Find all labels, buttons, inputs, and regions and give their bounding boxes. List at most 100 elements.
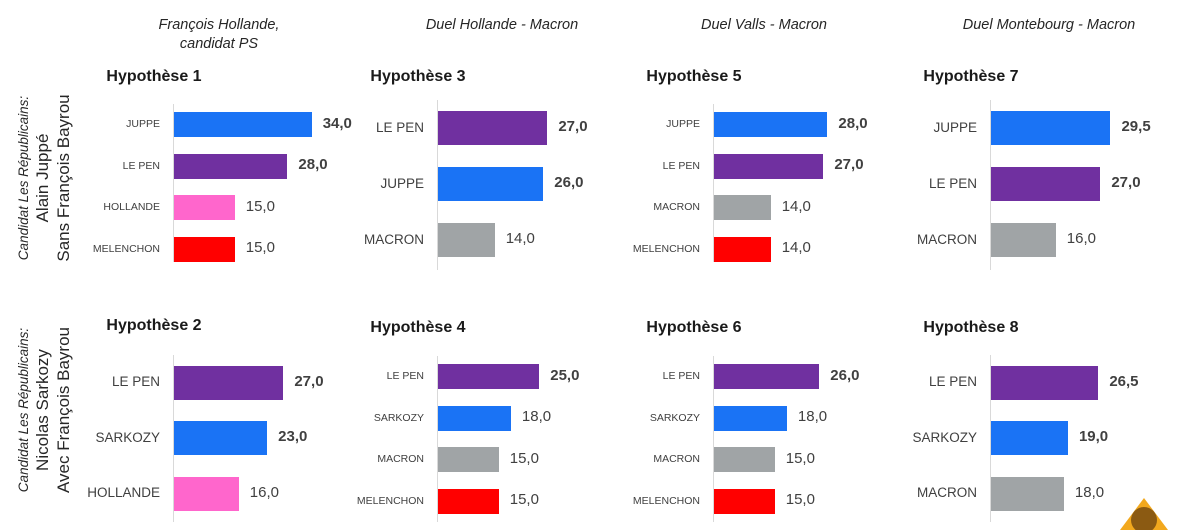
category-label: MACRON (377, 453, 424, 466)
bar-sarkozy (714, 405, 787, 431)
data-label: 19,0 (1078, 428, 1109, 446)
bar-macron (714, 195, 771, 221)
bar-hollande (174, 476, 239, 511)
category-label: LE PEN (662, 370, 700, 383)
chart-title: Hypothèse 5 (646, 68, 742, 85)
category-label: MACRON (917, 231, 977, 247)
category-label: SARKOZY (95, 429, 160, 445)
category-label: LE PEN (662, 159, 700, 172)
logo-icon (1120, 498, 1168, 530)
category-label: SARKOZY (649, 411, 700, 424)
bar-macron (438, 447, 499, 473)
bar-macron (714, 447, 775, 473)
bar-juppe (714, 112, 828, 138)
data-label: 15,0 (245, 239, 275, 257)
bar-le-pen (991, 365, 1099, 400)
data-label: 25,0 (550, 366, 580, 384)
bar-melenchon (714, 236, 771, 262)
column-header-line2: candidat PS (179, 36, 259, 52)
column-header-line1: Duel Hollande - Macron (425, 17, 579, 33)
data-label: 27,0 (558, 118, 588, 135)
data-label: 18,0 (521, 408, 552, 426)
data-label: 27,0 (834, 156, 864, 174)
chart-title: Hypothèse 1 (106, 68, 202, 85)
data-label: 28,0 (838, 114, 868, 132)
data-label: 26,5 (1109, 372, 1139, 390)
data-label: 18,0 (797, 408, 828, 426)
category-label: LE PEN (375, 119, 424, 135)
bar-macron (991, 476, 1064, 511)
category-label: MELENCHON (632, 242, 700, 255)
category-axis-line (173, 104, 174, 262)
data-label: 29,5 (1121, 118, 1151, 135)
category-label: JUPPE (933, 119, 977, 135)
category-label: MACRON (653, 453, 700, 466)
category-label: HOLLANDE (87, 485, 160, 501)
bar-juppe (174, 112, 312, 138)
bar-melenchon (714, 488, 775, 514)
bar-macron (991, 223, 1056, 257)
category-label: MELENCHON (92, 242, 160, 255)
category-axis-line (713, 104, 714, 262)
bar-juppe (438, 167, 544, 201)
data-label: 15,0 (245, 197, 275, 215)
bar-hollande (174, 195, 235, 221)
category-label: JUPPE (380, 175, 424, 191)
bar-macron (438, 223, 495, 257)
category-label: LE PEN (122, 159, 160, 172)
column-header-hollande-macron: Duel Hollande - Macron (387, 16, 617, 35)
data-label: 14,0 (505, 230, 535, 247)
category-label: MACRON (364, 231, 424, 247)
bar-le-pen (174, 153, 288, 179)
bar-sarkozy (438, 405, 511, 431)
bar-le-pen (438, 111, 548, 145)
bar-melenchon (174, 236, 235, 262)
category-label: MACRON (917, 485, 977, 501)
column-header-valls-macron: Duel Valls - Macron (649, 16, 879, 35)
data-label: 26,0 (554, 174, 584, 191)
bar-le-pen (714, 153, 824, 179)
data-label: 14,0 (781, 197, 811, 215)
data-label: 15,0 (785, 449, 815, 467)
bar-juppe (991, 111, 1111, 145)
row-header-line2: Alain Juppé (33, 133, 52, 223)
column-header-line1: Duel Valls - Macron (701, 17, 827, 33)
data-label: 15,0 (509, 449, 539, 467)
chart-title: Hypothèse 4 (370, 319, 466, 336)
data-label: 15,0 (785, 491, 815, 509)
bar-le-pen (438, 364, 540, 390)
bar-le-pen (991, 167, 1101, 201)
category-axis-line (713, 356, 714, 522)
data-label: 18,0 (1074, 483, 1105, 501)
chart-title: Hypothèse 8 (923, 319, 1019, 336)
category-label: LE PEN (928, 175, 977, 191)
data-label: 34,0 (322, 114, 352, 132)
data-label: 28,0 (298, 156, 328, 174)
bar-sarkozy (991, 421, 1068, 456)
column-header-line1: Duel Montebourg - Macron (962, 17, 1136, 33)
category-label: SARKOZY (373, 411, 424, 424)
category-label: MELENCHON (356, 494, 424, 507)
category-label: LE PEN (386, 370, 424, 383)
category-axis-line (990, 355, 991, 522)
category-label: JUPPE (126, 118, 160, 131)
category-axis-line (173, 355, 174, 522)
row-header-juppe: Candidat Les Républicains: Alain Juppé S… (15, 68, 75, 288)
row-header-line1: Candidat Les Républicains: (16, 95, 31, 261)
category-label: HOLLANDE (103, 201, 160, 214)
chart-title: Hypothèse 3 (370, 68, 466, 85)
column-header-montebourg-macron: Duel Montebourg - Macron (934, 16, 1164, 35)
data-label: 14,0 (781, 239, 811, 257)
category-axis-line (437, 100, 438, 270)
category-label: SARKOZY (912, 429, 977, 445)
category-label: MACRON (653, 201, 700, 214)
category-label: MELENCHON (632, 494, 700, 507)
data-label: 16,0 (1066, 230, 1096, 247)
category-axis-line (990, 100, 991, 270)
data-label: 16,0 (249, 483, 279, 501)
column-header-line1: François Hollande, (158, 17, 280, 33)
row-header-line3: Sans François Bayrou (54, 94, 73, 262)
bar-le-pen (174, 365, 284, 400)
chart-title: Hypothèse 7 (923, 68, 1019, 85)
category-label: LE PEN (111, 374, 160, 390)
